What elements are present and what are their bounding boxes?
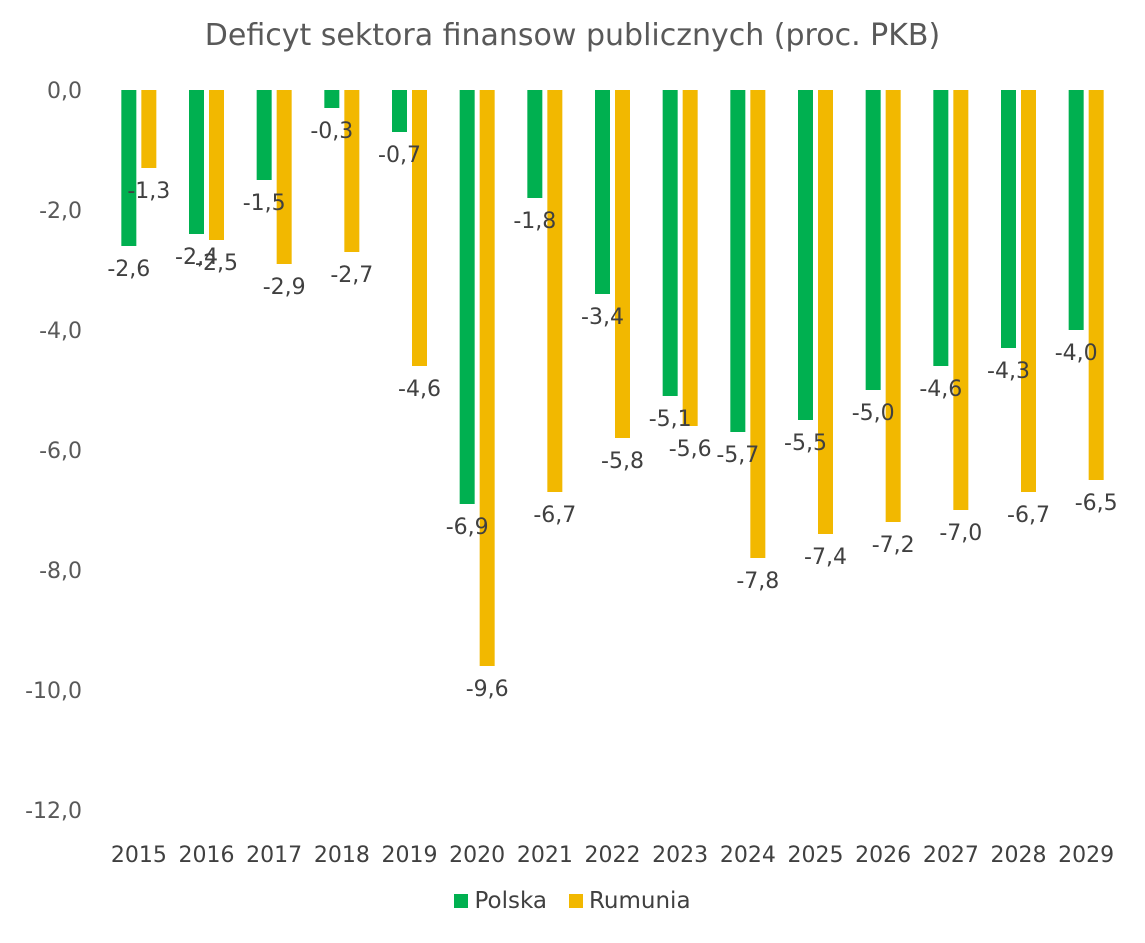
data-label-series-0: -1,8 bbox=[513, 209, 556, 234]
data-label-series-0: -0,7 bbox=[378, 143, 421, 168]
bar-series-1 bbox=[885, 90, 901, 522]
bar-series-0 bbox=[1001, 90, 1016, 348]
x-tick-label: 2028 bbox=[991, 843, 1047, 868]
bar-series-0 bbox=[121, 90, 137, 246]
legend-swatch-series-0 bbox=[454, 894, 469, 908]
bar-series-1 bbox=[412, 90, 427, 366]
legend-swatch-series-1 bbox=[568, 894, 583, 908]
data-label-series-1: -2,5 bbox=[195, 251, 238, 276]
data-label-series-1: -2,7 bbox=[330, 263, 373, 288]
data-label-series-0: -5,5 bbox=[784, 431, 827, 456]
bar-series-0 bbox=[595, 90, 610, 294]
bar-series-0 bbox=[730, 90, 746, 432]
y-tick-label: 0,0 bbox=[47, 79, 82, 104]
bar-series-1 bbox=[479, 90, 495, 666]
bar-series-1 bbox=[615, 90, 630, 438]
bar-series-1 bbox=[1088, 90, 1104, 480]
data-label-series-0: -0,3 bbox=[310, 119, 353, 144]
data-label-series-1: -5,8 bbox=[601, 449, 644, 474]
bar-series-0 bbox=[933, 90, 949, 366]
y-tick-label: -8,0 bbox=[39, 559, 82, 584]
data-label-series-1: -7,8 bbox=[736, 569, 779, 594]
data-label-series-1: -6,7 bbox=[533, 503, 576, 528]
bar-series-1 bbox=[141, 90, 157, 168]
data-label-series-0: -2,4 bbox=[175, 245, 218, 270]
data-label-series-1: -1,3 bbox=[127, 179, 170, 204]
bar-series-0 bbox=[256, 90, 272, 180]
y-tick-label: -6,0 bbox=[39, 439, 82, 464]
bar-series-1 bbox=[209, 90, 224, 240]
data-label-series-0: -2,6 bbox=[107, 257, 150, 282]
bar-series-0 bbox=[459, 90, 475, 504]
x-tick-label: 2021 bbox=[517, 843, 573, 868]
x-tick-label: 2016 bbox=[179, 843, 235, 868]
data-label-series-0: -3,4 bbox=[581, 305, 624, 330]
data-label-series-1: -7,0 bbox=[939, 521, 982, 546]
bar-series-1 bbox=[1021, 90, 1036, 492]
bar-series-0 bbox=[1068, 90, 1084, 330]
bar-series-1 bbox=[818, 90, 833, 534]
legend-label-series-0: Polska bbox=[474, 888, 547, 914]
data-label-series-0: -6,9 bbox=[446, 515, 489, 540]
data-label-series-0: -4,0 bbox=[1055, 341, 1098, 366]
x-tick-label: 2015 bbox=[111, 843, 167, 868]
data-label-series-1: -2,9 bbox=[263, 275, 306, 300]
chart-legend: Polska Rumunia bbox=[0, 888, 1145, 914]
y-tick-label: -10,0 bbox=[25, 679, 82, 704]
chart-title: Deficyt sektora finansow publicznych (pr… bbox=[204, 18, 941, 53]
data-label-series-0: -5,7 bbox=[716, 443, 759, 468]
bar-series-1 bbox=[276, 90, 292, 264]
bar-series-0 bbox=[324, 90, 340, 108]
x-tick-label: 2020 bbox=[449, 843, 505, 868]
data-label-series-1: -6,5 bbox=[1075, 491, 1118, 516]
y-tick-label: -2,0 bbox=[39, 199, 82, 224]
bar-series-0 bbox=[662, 90, 678, 396]
x-tick-label: 2029 bbox=[1058, 843, 1114, 868]
x-tick-label: 2018 bbox=[314, 843, 370, 868]
data-label-series-1: -9,6 bbox=[466, 677, 509, 702]
data-label-series-0: -5,1 bbox=[649, 407, 692, 432]
data-label-series-0: -5,0 bbox=[852, 401, 895, 426]
bar-series-1 bbox=[547, 90, 563, 492]
data-label-series-1: -6,7 bbox=[1007, 503, 1050, 528]
data-label-series-0: -4,3 bbox=[987, 359, 1030, 384]
data-label-series-1: -5,6 bbox=[669, 437, 712, 462]
data-label-series-0: -1,5 bbox=[243, 191, 286, 216]
x-tick-label: 2022 bbox=[585, 843, 641, 868]
bar-series-0 bbox=[798, 90, 813, 420]
y-tick-label: -4,0 bbox=[39, 319, 82, 344]
bar-series-1 bbox=[750, 90, 766, 558]
x-tick-label: 2019 bbox=[382, 843, 438, 868]
data-label-series-0: -4,6 bbox=[919, 377, 962, 402]
x-tick-label: 2024 bbox=[720, 843, 776, 868]
data-label-series-1: -4,6 bbox=[398, 377, 441, 402]
bar-series-0 bbox=[392, 90, 407, 132]
x-tick-label: 2017 bbox=[246, 843, 302, 868]
bar-series-1 bbox=[953, 90, 969, 510]
bar-series-1 bbox=[344, 90, 360, 252]
x-tick-label: 2026 bbox=[855, 843, 911, 868]
x-tick-label: 2023 bbox=[652, 843, 708, 868]
bar-series-0 bbox=[527, 90, 543, 198]
bar-series-1 bbox=[682, 90, 698, 426]
bar-series-0 bbox=[189, 90, 204, 234]
data-label-series-1: -7,4 bbox=[804, 545, 847, 570]
data-label-series-1: -7,2 bbox=[872, 533, 915, 558]
legend-label-series-1: Rumunia bbox=[588, 888, 691, 914]
y-tick-label: -12,0 bbox=[25, 799, 82, 824]
x-tick-label: 2027 bbox=[923, 843, 979, 868]
legend-item-series-1: Rumunia bbox=[568, 888, 691, 914]
x-tick-label: 2025 bbox=[788, 843, 844, 868]
bar-series-0 bbox=[865, 90, 881, 390]
legend-item-series-0: Polska bbox=[454, 888, 547, 914]
